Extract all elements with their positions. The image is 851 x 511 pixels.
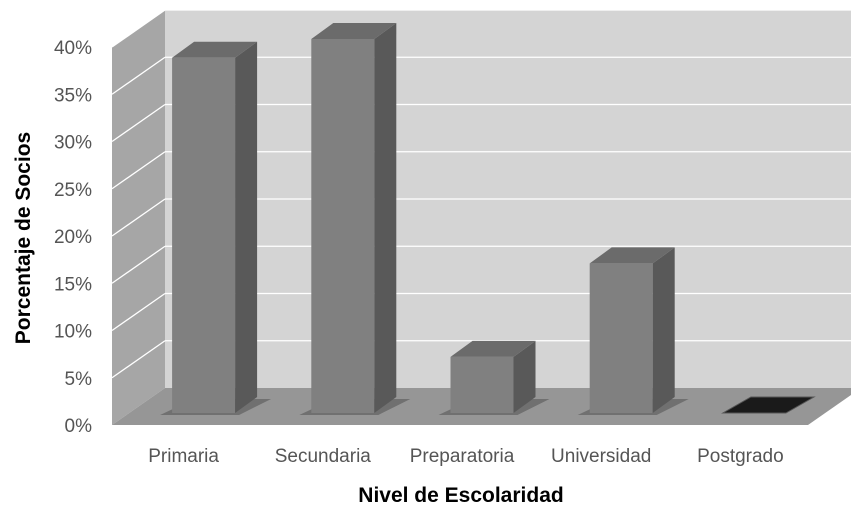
gridline-side [111,198,166,237]
gridline-side [111,151,166,190]
y-tick-label: 10% [54,322,92,343]
bar-primaria [160,41,272,415]
gridline-side [111,340,166,379]
y-tick-label: 30% [54,133,92,154]
gridline-side [111,56,166,95]
bar-side [235,41,258,413]
bar-front [450,356,514,413]
bar-side [513,340,536,413]
bar-top [450,340,536,357]
bar-side [652,247,675,413]
bar-top [172,41,258,58]
gridline-side [111,103,166,143]
y-tick-label: 20% [54,227,92,248]
bar-top [589,247,675,264]
bar-postgrado [721,396,816,414]
gridline-side [111,292,166,332]
y-tick-label: 15% [54,274,92,295]
gridline-side [111,9,166,48]
gridlines [111,9,851,379]
bar-front [311,39,375,413]
y-tick-label: 0% [65,416,93,437]
x-axis-title: Nivel de Escolaridad [358,484,563,506]
bar-preparatoria [438,340,550,415]
x-axis-categories: Primaria Secundaria Preparatoria Universida… [148,446,783,467]
x-category-label: Universidad [551,446,651,467]
bar-universidad [577,247,689,415]
x-category-label: Postgrado [697,446,784,467]
y-axis-title: Porcentaje de Socios [12,132,35,344]
y-axis-ticks: 0% 5% 10% 15% 20% 25% 30% 35% 40% [54,38,92,437]
bar-side [374,23,397,413]
y-tick-label: 40% [54,38,92,59]
bar-secundaria [299,23,411,415]
bar-top-flat [721,396,816,414]
bars [160,23,816,415]
x-category-label: Secundaria [275,446,372,467]
y-tick-label: 35% [54,85,92,106]
bar-top [311,23,397,39]
gridline-side [111,245,166,284]
y-tick-label: 5% [65,369,93,390]
x-category-label: Primaria [148,446,219,467]
bar-front [589,263,653,413]
bar-front [172,57,236,413]
y-tick-label: 25% [54,180,92,201]
x-category-label: Preparatoria [410,446,515,467]
